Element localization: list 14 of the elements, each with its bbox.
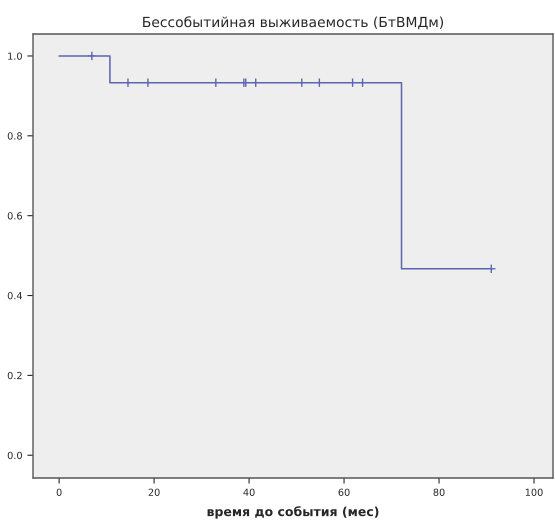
x-tick-label: 20 <box>148 488 160 496</box>
y-tick-label: 0.4 <box>8 292 22 300</box>
y-tick-label: 1.0 <box>8 52 22 60</box>
x-tick-label: 0 <box>56 488 62 496</box>
y-tick-label: 0.6 <box>8 212 22 220</box>
x-axis-title: время до события (мес) <box>208 506 378 519</box>
x-tick-label: 40 <box>243 488 255 496</box>
y-tick-label: 0.2 <box>8 372 22 380</box>
x-tick-label: 60 <box>338 488 350 496</box>
x-tick-label: 100 <box>526 488 543 496</box>
chart-title: Бессобытийная выживаемость (БтВМДм) <box>143 16 444 30</box>
x-tick-label: 80 <box>434 488 445 496</box>
y-tick-label: 0.0 <box>8 452 22 460</box>
y-tick-label: 0.8 <box>8 132 22 140</box>
